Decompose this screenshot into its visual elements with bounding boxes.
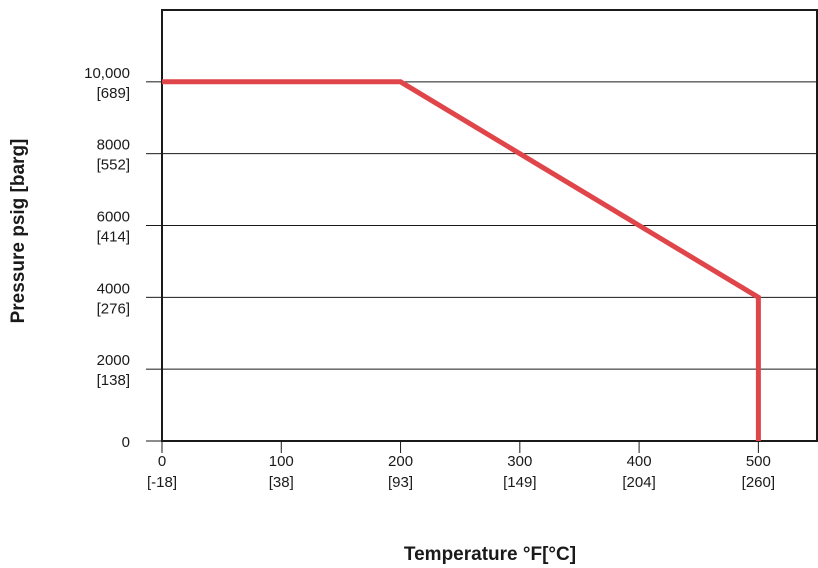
y-tick-label: 6000: [97, 209, 130, 226]
y-tick-sublabel: [276]: [97, 300, 130, 317]
y-tick-label: 2000: [97, 352, 130, 369]
series-group: [162, 79, 761, 441]
axis-ticks: [146, 81, 759, 453]
y-tick-label: 8000: [97, 137, 130, 154]
y-tick-label: 4000: [97, 280, 130, 297]
y-tick-label: 10,000: [84, 65, 130, 82]
y-tick-label: 0: [122, 434, 130, 451]
y-tick-sublabel: [138]: [97, 372, 130, 389]
y-tick-sublabel: [552]: [97, 157, 130, 174]
x-tick-sublabel: [149]: [503, 474, 536, 491]
y-tick-sublabel: [689]: [97, 85, 130, 102]
x-tick-label: 200: [388, 453, 413, 470]
y-tick-sublabel: [414]: [97, 229, 130, 246]
x-tick-sublabel: [204]: [622, 474, 655, 491]
x-tick-label: 500: [746, 453, 771, 470]
x-tick-label: 400: [627, 453, 652, 470]
x-tick-label: 300: [507, 453, 532, 470]
grid-lines: [162, 81, 818, 370]
x-tick-label: 0: [158, 453, 166, 470]
x-tick-sublabel: [93]: [388, 474, 413, 491]
y-axis-title: Pressure psig [barg]: [8, 139, 29, 324]
x-tick-sublabel: [-18]: [147, 474, 177, 491]
x-tick-sublabel: [38]: [269, 474, 294, 491]
x-tick-label: 100: [269, 453, 294, 470]
series-line: [162, 79, 761, 441]
x-axis-title: Temperature °F[°C]: [404, 544, 576, 565]
tick-labels: 02000[138]4000[276]6000[414]8000[552]10,…: [84, 65, 775, 491]
x-tick-sublabel: [260]: [742, 474, 775, 491]
